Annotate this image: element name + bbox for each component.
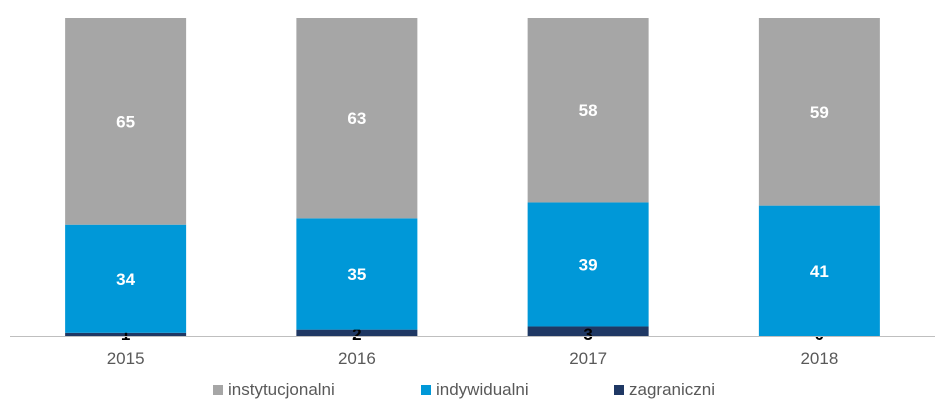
data-label-indywidualni-2015: 34 [116, 270, 135, 289]
legend-swatch-indywidualni [421, 385, 431, 395]
bar-instytucjonalni-2015 [65, 18, 187, 225]
data-label-indywidualni-2018: 41 [810, 262, 829, 281]
bars-layer: 13465235633395804159 [65, 18, 880, 344]
bar-zagraniczni-2016 [296, 329, 418, 336]
legend-label-instytucjonalni: instytucjonalni [228, 380, 335, 399]
data-label-zagraniczni-2017: 3 [583, 325, 592, 344]
bar-indywidualni-2018 [758, 205, 880, 336]
legend: instytucjonalni indywidualni zagraniczni [0, 380, 945, 404]
bar-instytucjonalni-2016 [296, 18, 418, 219]
data-label-instytucjonalni-2016: 63 [347, 109, 366, 128]
bar-zagraniczni-2015 [65, 332, 187, 336]
data-label-indywidualni-2017: 39 [579, 255, 598, 274]
legend-item-zagraniczni: zagraniczni [614, 380, 715, 400]
bar-instytucjonalni-2018 [758, 18, 880, 206]
data-label-instytucjonalni-2017: 58 [579, 101, 598, 120]
legend-swatch-zagraniczni [614, 385, 624, 395]
x-tick-label-2016: 2016 [338, 349, 376, 368]
x-tick-labels: 2015 2016 2017 2018 [107, 349, 839, 368]
bar-indywidualni-2015 [65, 224, 187, 333]
x-tick-label-2018: 2018 [800, 349, 838, 368]
data-label-instytucjonalni-2015: 65 [116, 112, 135, 131]
bar-instytucjonalni-2017 [527, 18, 649, 203]
legend-swatch-instytucjonalni [213, 385, 223, 395]
legend-item-instytucjonalni: instytucjonalni [213, 380, 335, 400]
bar-indywidualni-2016 [296, 218, 418, 330]
bar-zagraniczni-2017 [527, 326, 649, 336]
data-label-zagraniczni-2015: 1 [121, 325, 130, 344]
data-label-indywidualni-2016: 35 [347, 265, 366, 284]
legend-label-zagraniczni: zagraniczni [629, 380, 715, 399]
bar-indywidualni-2017 [527, 202, 649, 327]
legend-item-indywidualni: indywidualni [421, 380, 529, 400]
x-tick-label-2017: 2017 [569, 349, 607, 368]
data-label-zagraniczni-2016: 2 [352, 325, 361, 344]
x-tick-label-2015: 2015 [107, 349, 145, 368]
data-label-instytucjonalni-2018: 59 [810, 103, 829, 122]
legend-label-indywidualni: indywidualni [436, 380, 529, 399]
